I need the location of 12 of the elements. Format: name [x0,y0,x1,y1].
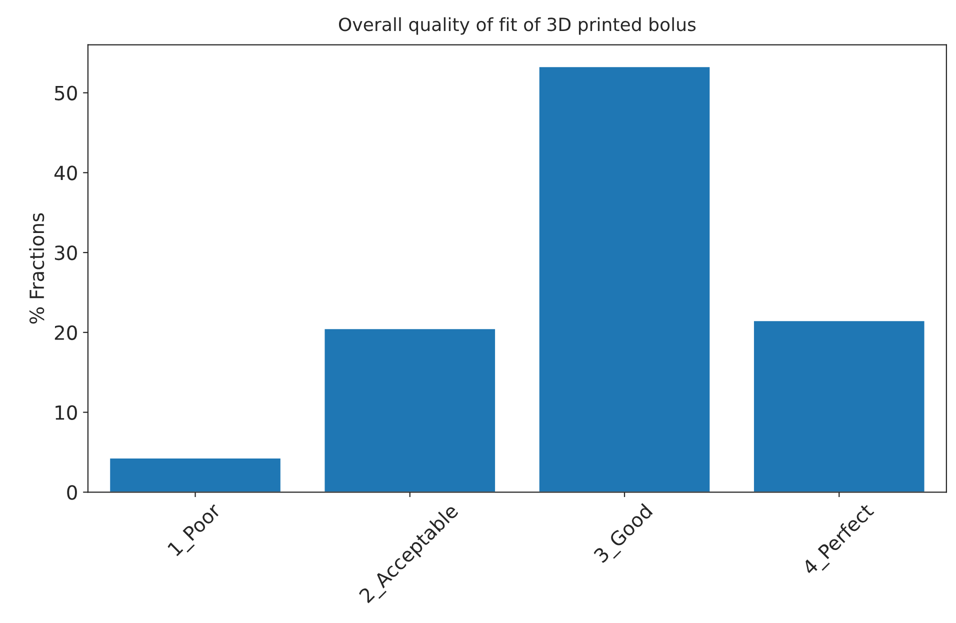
bar [538,66,712,492]
bar [752,320,926,492]
y-tick-label: 10 [56,405,77,420]
y-tick-label: 0 [67,485,77,500]
y-axis-title: % Fractions [29,213,44,324]
y-tick-label: 30 [54,245,77,260]
bar [323,328,496,492]
y-tick-label: 20 [54,325,77,340]
y-tick-label: 50 [54,86,77,100]
y-tick-label: 40 [54,166,77,180]
bar [108,457,282,492]
chart-title: Overall quality of fit of 3D printed bolus [338,17,696,35]
